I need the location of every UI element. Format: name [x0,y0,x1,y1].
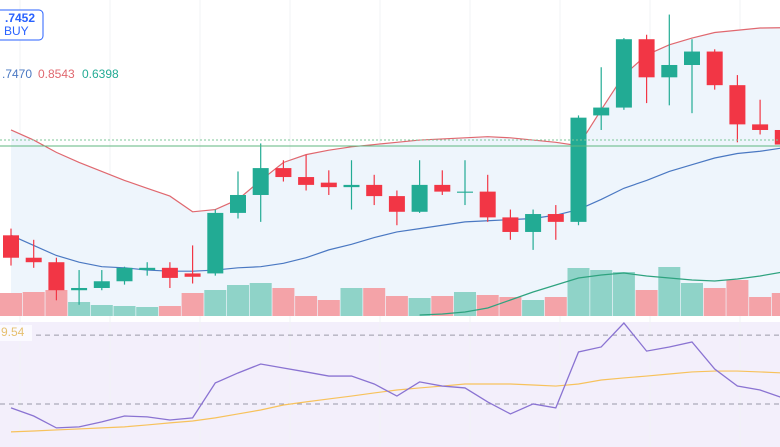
candle-body [116,267,133,282]
volume-bar [522,300,545,316]
candle-body [593,107,610,116]
candle-body [615,39,632,108]
candle-body [457,191,473,193]
volume-bar [703,288,726,316]
volume-bar [363,288,386,316]
rsi-panel [0,322,780,447]
band-fill [11,27,780,316]
candle-body [343,184,360,188]
candle-body [275,168,292,178]
candle-body [388,196,405,212]
candle-body [139,267,156,271]
buy-button[interactable] [0,9,44,41]
candle-body [638,39,655,78]
candle-body [207,212,224,274]
candle-body [684,51,700,65]
candle-body [570,117,587,222]
plot [0,14,780,433]
candle-body [366,184,383,197]
volume-bar [726,280,749,316]
volume-bar [567,268,590,316]
candle-body [434,184,451,192]
volume-bar [385,296,408,316]
candle-body [3,235,19,258]
volume-bar [658,267,681,316]
candle-body [320,182,337,188]
candle-body [774,129,780,145]
candle-body [48,262,65,291]
candle-body [161,267,178,278]
buy-label: BUY [4,24,29,38]
volume-bar [90,305,113,316]
volume-bar [272,288,295,316]
volume-bar [317,300,340,316]
volume-bar [136,307,159,316]
candle-body [547,214,564,222]
rsi-ma-line [10,370,780,433]
rsi-line [10,322,780,429]
volume-bar [295,296,318,316]
volume-bar [181,293,204,316]
candle-body [752,124,769,130]
volume-bar [454,292,476,316]
volume-bar [681,283,703,316]
legend-lower: 0.6398 [82,67,119,81]
volume-bar [749,297,772,316]
candle-body [71,287,88,291]
volume-bar [249,283,272,316]
candle-body [184,273,201,277]
volume-bar [635,290,658,316]
candle-body [706,51,723,86]
candle-body [252,168,269,195]
candle-body [661,64,678,78]
legend-basis: .7470 [2,67,32,81]
volume-bar [476,295,499,316]
volume-bar [204,290,227,316]
volume-bar [408,298,431,316]
volume-bar [544,297,567,316]
volume-bar [68,302,91,316]
candle-body [93,281,110,288]
rsi-label-bg [0,325,32,341]
volume-ma-line [419,271,780,316]
volume-bar [0,293,22,316]
candle-body [479,191,496,218]
candle-body [525,214,542,232]
candle-body [298,177,315,185]
candle-body [25,257,42,263]
volume-bar [158,306,181,316]
candle-body [502,217,519,232]
rsi-label: 9.54 [1,325,25,339]
volume-bar [227,285,249,316]
volume-bar [590,270,613,316]
candle-body [729,85,746,125]
volume-bar [340,288,363,316]
volume-bar [45,290,68,316]
legend-upper: 0.8543 [38,67,75,81]
volume-bar [431,296,454,316]
candle-body [411,184,428,212]
volume-bar [612,272,635,316]
volume-bar [113,306,136,316]
volume-bar [22,292,45,316]
volume-bar [771,293,780,316]
candle-body [230,194,246,213]
buy-price: .7452 [5,11,35,25]
